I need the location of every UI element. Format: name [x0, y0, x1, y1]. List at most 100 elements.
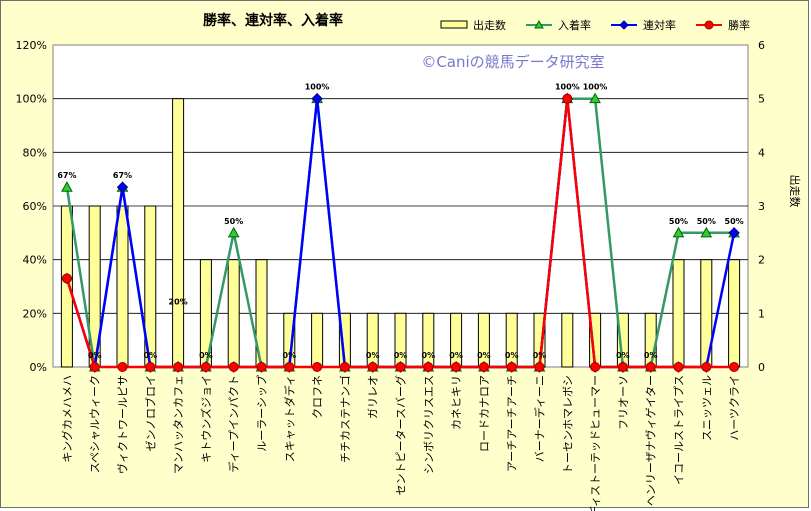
bar — [311, 312, 324, 368]
data-label: 0% — [394, 351, 408, 360]
point-circle — [200, 362, 211, 372]
y2-tick-label: 6 — [758, 39, 765, 52]
y2-tick-label: 1 — [758, 307, 765, 320]
watermark: ©Caniの競馬データ研究室 — [421, 53, 604, 71]
point-diamond — [116, 181, 129, 193]
bar-series — [60, 98, 741, 368]
category-label: スキャットダディ — [282, 375, 296, 462]
data-label: 0% — [422, 351, 436, 360]
bar — [561, 312, 574, 368]
y2-axis-title: 出走数 — [788, 175, 802, 208]
point-circle — [645, 362, 656, 372]
point-triangle — [589, 92, 601, 104]
point-circle — [423, 362, 434, 372]
legend-item: 入着率 — [526, 18, 591, 32]
data-label: 0% — [505, 351, 519, 360]
axis-ticks: 0% 20% 40% 60% 80% 100% 120% 0 1 2 3 4 5 6 — [16, 39, 765, 374]
bar — [728, 259, 741, 368]
point-circle — [478, 362, 489, 372]
point-circle — [673, 362, 684, 372]
category-label: シンボリクリスエス — [422, 375, 435, 474]
bar — [672, 259, 685, 368]
bar — [60, 205, 73, 368]
category-label: ヴィクトワールピサ — [116, 375, 130, 474]
data-labels: 67% 0% 67% 0% 20% 0% 50% 0% 100% 0% 0% 0% 0% 0% 0% 0% 10… — [57, 83, 743, 360]
category-label: スニッツェル — [700, 375, 713, 441]
legend-item: 勝率 — [696, 18, 750, 32]
data-label: 50% — [725, 217, 744, 226]
y-tick-label: 60% — [23, 200, 47, 213]
y-tick-label: 120% — [16, 39, 47, 52]
data-label: 100% — [305, 83, 330, 92]
point-circle — [89, 362, 100, 372]
y-tick-label: 20% — [23, 307, 47, 320]
category-label: ヘンリーザナヴィゲイター — [644, 375, 658, 506]
legend-label: 入着率 — [558, 18, 591, 32]
point-triangle — [227, 226, 240, 238]
category-label: バーナーディーニ — [533, 375, 547, 462]
data-label: 50% — [697, 217, 716, 226]
point-circle — [701, 362, 712, 372]
category-label: キングカメハメハ — [60, 375, 74, 463]
data-label: 20% — [169, 297, 188, 306]
data-label: 0% — [616, 351, 630, 360]
category-label: スペシャルウィーク — [89, 375, 102, 473]
category-label: ディストーテッドヒューマー — [588, 375, 602, 511]
category-label: キトウンズジョイ — [199, 375, 213, 463]
y-tick-label: 40% — [23, 254, 47, 267]
category-label: イコールストライプス — [673, 375, 686, 485]
bar — [172, 98, 185, 368]
data-label: 0% — [144, 351, 158, 360]
data-label: 0% — [533, 351, 547, 360]
point-triangle — [61, 181, 73, 192]
category-label: セントピータースバーグ — [394, 375, 408, 495]
category-label: クロフネ — [311, 375, 324, 419]
category-label: ガリレオ — [367, 375, 380, 419]
legend-label: 勝率 — [728, 18, 750, 32]
point-circle — [562, 93, 573, 104]
y2-tick-label: 4 — [758, 146, 765, 159]
category-labels: キングカメハメハ スペシャルウィーク ヴィクトワールピサ ゼンノロブロイ マンハッタンカ… — [60, 375, 741, 511]
y2-tick-label: 0 — [758, 361, 765, 374]
legend-swatch-bar — [440, 20, 468, 29]
point-circle — [284, 362, 295, 372]
line-series — [61, 92, 740, 373]
point-triangle — [700, 226, 713, 238]
category-label: ゼンノロブロイ — [143, 375, 157, 451]
data-label: 0% — [88, 351, 102, 360]
y-tick-label: 100% — [16, 93, 47, 106]
category-label: ハーツクライ — [728, 375, 741, 441]
point-circle — [617, 362, 628, 372]
legend-label: 出走数 — [473, 18, 506, 32]
legend-marker — [704, 20, 714, 30]
category-label: フリオーソ — [617, 375, 630, 430]
legend: 出走数 入着率 連対率 勝率 — [440, 18, 750, 32]
point-triangle — [672, 226, 685, 238]
y-tick-label: 80% — [23, 146, 47, 159]
legend-item: 連対率 — [611, 18, 676, 32]
category-label: アーチアーチアーチ — [506, 375, 519, 472]
category-label: チチカステナンゴ — [338, 375, 352, 463]
point-circle — [367, 362, 378, 372]
data-label: 0% — [644, 351, 658, 360]
data-label: 67% — [57, 171, 76, 180]
data-label: 0% — [283, 351, 297, 360]
data-label: 100% — [583, 83, 608, 92]
data-label: 0% — [449, 351, 463, 360]
point-circle — [451, 362, 462, 372]
chart-title: 勝率、連対率、入着率 — [203, 12, 343, 29]
point-circle — [61, 273, 72, 284]
y2-tick-label: 3 — [758, 200, 765, 213]
y2-tick-label: 2 — [758, 254, 765, 267]
category-label: マンハッタンカフェ — [172, 375, 185, 474]
bar — [116, 205, 129, 368]
category-label: ディープインパクト — [227, 375, 241, 473]
data-label: 0% — [366, 351, 380, 360]
point-circle — [228, 362, 239, 372]
point-circle — [339, 362, 350, 372]
data-label: 67% — [113, 171, 132, 180]
point-circle — [256, 362, 267, 372]
legend-item: 出走数 — [440, 18, 506, 32]
point-circle — [173, 362, 184, 372]
